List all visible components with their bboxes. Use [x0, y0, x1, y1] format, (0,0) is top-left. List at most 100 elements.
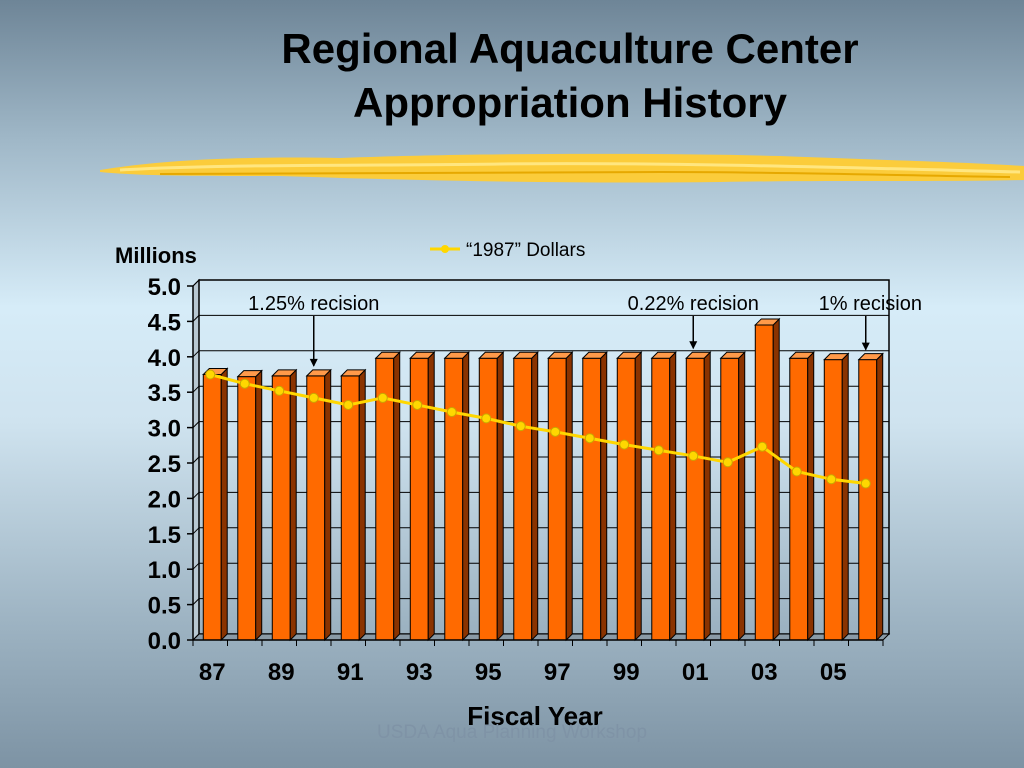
title-line-1: Regional Aquaculture Center	[281, 25, 859, 72]
line-point	[515, 421, 526, 432]
plot-floor	[191, 633, 891, 641]
bar-side	[289, 368, 297, 642]
x-axis-label: Fiscal Year	[467, 701, 602, 731]
line-point	[308, 392, 319, 403]
title-line-2: Appropriation History	[352, 79, 787, 126]
bar-front	[858, 359, 878, 641]
bar-side	[255, 369, 263, 642]
bar-top	[271, 369, 298, 377]
annotation: 0.22% recision	[628, 293, 759, 350]
yellow-brush-stroke	[100, 153, 1024, 183]
bar-top	[305, 369, 332, 377]
bar-side	[220, 367, 228, 642]
line-point	[860, 478, 871, 489]
bar-top	[478, 351, 505, 359]
y-tick-label: 4.5	[148, 309, 181, 336]
x-tick-label: 97	[544, 659, 571, 686]
bar-front	[823, 359, 843, 641]
bar-front	[616, 357, 636, 641]
bar-side	[703, 351, 711, 642]
gridline-diag	[192, 633, 200, 641]
legend: “1987” Dollars	[430, 240, 585, 261]
annotation-label: 1% recision	[819, 293, 922, 315]
plot-area	[191, 278, 891, 642]
bar-side	[772, 317, 780, 642]
annotation: 1% recision	[819, 293, 922, 351]
footer-text: USDA Aqua Planning Workshop	[376, 722, 648, 743]
bar-series	[202, 317, 884, 642]
gridline-diag	[192, 350, 200, 358]
line-point	[274, 385, 285, 396]
bar-top	[512, 351, 539, 359]
bar	[754, 317, 781, 642]
axes: 0.0 0.5 1.0 1.5 2.0 2.5 3.0 3.5 4.0 4.5 5.0 87 89 91 9…	[148, 274, 884, 686]
bar-side	[496, 351, 504, 642]
bar	[340, 368, 367, 642]
bar-side	[669, 351, 677, 642]
gridline-diag	[192, 385, 200, 393]
bar-front	[306, 375, 326, 641]
line-point	[826, 474, 837, 485]
bar-front	[789, 357, 809, 641]
line-point	[239, 378, 250, 389]
x-tick-label: 95	[475, 659, 502, 686]
gridline-diag	[192, 279, 200, 287]
bar	[616, 351, 643, 642]
bar-top	[443, 351, 470, 359]
bar-front	[340, 375, 360, 641]
bar	[788, 351, 815, 642]
bar-side	[841, 352, 849, 642]
line-point	[412, 399, 423, 410]
bar	[512, 351, 539, 642]
bar-front	[651, 357, 671, 641]
bar-top	[857, 353, 884, 361]
bar-front	[513, 357, 533, 641]
bar-top	[685, 351, 712, 359]
x-tick-label: 03	[751, 659, 778, 686]
line-point	[619, 439, 630, 450]
bar-side	[807, 351, 815, 642]
bar-side	[600, 351, 608, 642]
bar-front	[582, 357, 602, 641]
line-point	[550, 426, 561, 437]
x-tick-label: 89	[268, 659, 295, 686]
y-tick-label: 0.0	[148, 628, 181, 655]
legend-marker	[441, 245, 449, 253]
gridlines	[192, 279, 889, 641]
line-point	[205, 369, 216, 380]
bar-side	[427, 351, 435, 642]
annotations: 1.25% recision 0.22% recision 1% recision	[248, 293, 922, 367]
bar-side	[531, 351, 539, 642]
gridline-diag	[192, 456, 200, 464]
bar-top	[547, 351, 574, 359]
line-series	[205, 369, 871, 489]
bar-top	[236, 370, 263, 378]
bar-top	[409, 351, 436, 359]
x-tick-label: 91	[337, 659, 364, 686]
line-path	[209, 373, 866, 486]
gridline-diag	[192, 421, 200, 428]
bar-top	[754, 318, 781, 326]
bar-front	[478, 357, 498, 641]
bar	[305, 368, 332, 642]
bar	[236, 369, 263, 642]
bar	[443, 351, 470, 642]
y-tick-label: 4.0	[148, 345, 181, 372]
bar-front	[547, 357, 567, 641]
gridline-diag	[192, 492, 200, 499]
x-tick-label: 05	[820, 659, 847, 686]
bar-top	[719, 351, 746, 359]
line-point	[722, 457, 733, 468]
bar-front	[444, 357, 464, 641]
y-tick-label: 1.0	[148, 557, 181, 584]
bar-front	[685, 357, 705, 641]
y-tick-label: 3.5	[148, 380, 181, 407]
bar-top	[581, 351, 608, 359]
annotation-label: 1.25% recision	[248, 293, 379, 315]
bar-top	[374, 351, 401, 359]
bar	[374, 351, 401, 642]
bar-side	[324, 368, 332, 642]
y-tick-label: 3.0	[148, 416, 181, 443]
line-point	[584, 433, 595, 444]
